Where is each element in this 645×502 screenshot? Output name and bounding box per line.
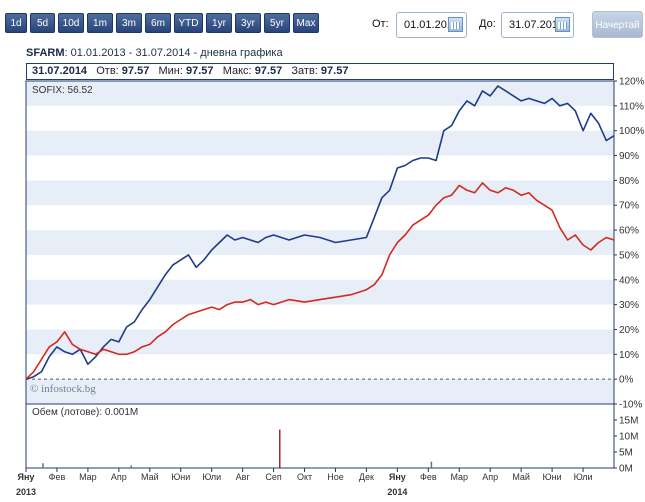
y-tick-label: 60% [619,226,639,237]
series-line-sofix [25,182,615,380]
x-tick-label: Апр [482,472,498,482]
chart-title: SFARM: 01.01.2013 - 31.07.2014 - дневна … [26,47,283,59]
y-tick-label: 0% [619,375,634,386]
volume-tick-label: 0M [619,464,633,475]
range-button-3yr[interactable]: 3yr [235,13,261,33]
ohlc-bar: 31.07.2014 Отв: 97.57 Мин: 97.57 Макс: 9… [26,63,614,80]
range-button-3m[interactable]: 3m [116,13,142,33]
x-tick-label: Сеп [265,472,282,482]
to-label: До: [479,18,496,30]
to-calendar-icon[interactable] [555,17,570,32]
volume-label: Обем (лотове): 0.001M [32,406,138,418]
symbol: SFARM [26,47,65,59]
close-value: 97.57 [320,65,349,77]
from-date-value: 01.01.2013 [404,19,460,31]
y-tick-label: 100% [619,126,645,137]
x-tick-label: Фев [420,472,437,482]
x-tick-label: Май [141,472,159,482]
grid-band [26,180,614,206]
grid-band [26,130,614,156]
draw-button[interactable]: Начертай [592,11,643,38]
range-button-1yr[interactable]: 1yr [206,13,232,33]
volume-tick-label: 15M [619,416,638,427]
y-tick-label: 110% [619,101,644,112]
y-tick-label: 70% [619,201,639,212]
y-tick-label: 80% [619,176,639,187]
ohlc-date: 31.07.2014 [32,65,88,77]
chart-subtitle: : 01.01.2013 - 31.07.2014 - дневна графи… [64,47,283,59]
open-value: 97.57 [121,65,150,77]
range-button-ytd[interactable]: YTD [174,13,203,33]
min-value: 97.57 [186,65,214,77]
range-button-6m[interactable]: 6m [145,13,171,33]
range-button-max[interactable]: Max [293,13,319,33]
x-tick-label: Яну [18,472,35,482]
y-tick-label: 40% [619,275,639,286]
y-tick-label: 50% [619,250,639,261]
grid-band [26,81,614,106]
range-button-1m[interactable]: 1m [87,13,113,33]
range-button-1d[interactable]: 1d [5,13,27,33]
from-calendar-icon[interactable] [448,17,463,32]
from-date-input[interactable]: 01.01.2013 [396,12,467,38]
y-tick-label: 10% [619,350,639,361]
open-label: Отв: [96,65,119,77]
y-tick-label: 30% [619,300,639,311]
grid-band [26,379,614,404]
y-tick-label: 20% [619,325,639,336]
x-tick-label: Мар [79,472,97,482]
x-tick-label: Дек [359,472,374,482]
y-tick-label: 90% [619,151,639,162]
to-date-input[interactable]: 31.07.2014 [501,12,574,38]
volume-tick-label: 10M [619,432,638,443]
y-tick-label: -10% [619,400,642,411]
grid-band [26,329,614,355]
range-button-5d[interactable]: 5d [30,13,55,33]
x-tick-label: Юни [543,472,562,482]
max-label: Макс: [222,65,252,77]
grid-band [26,279,614,305]
x-tick-label: Май [512,472,530,482]
x-tick-label: Фев [49,472,66,482]
to-date-value: 31.07.2014 [509,19,565,31]
max-value: 97.57 [254,65,283,77]
series-line-sfarm [25,85,615,380]
x-tick-label: Окт [297,472,312,482]
from-label: От: [372,18,389,30]
watermark: © infostock.bg [30,383,96,395]
x-tick-label: Ное [327,472,344,482]
x-tick-label: Юли [202,472,221,482]
range-button-5yr[interactable]: 5yr [264,13,290,33]
year-label: 2014 [387,487,407,497]
x-tick-label: Юли [574,472,593,482]
y-tick-label: 120% [619,77,645,88]
x-tick-label: Мар [450,472,468,482]
x-tick-label: Юни [171,472,190,482]
volume-tick-label: 5M [619,448,633,459]
close-label: Затв: [291,65,318,77]
year-label: 2013 [16,487,36,497]
x-tick-label: Апр [111,472,127,482]
grid-band [26,230,614,255]
x-tick-label: Авг [236,472,251,482]
sofix-legend: SOFIX: 56.52 [32,85,93,96]
min-label: Мин: [158,65,183,77]
x-tick-label: Яну [389,472,406,482]
range-button-10d[interactable]: 10d [58,13,84,33]
